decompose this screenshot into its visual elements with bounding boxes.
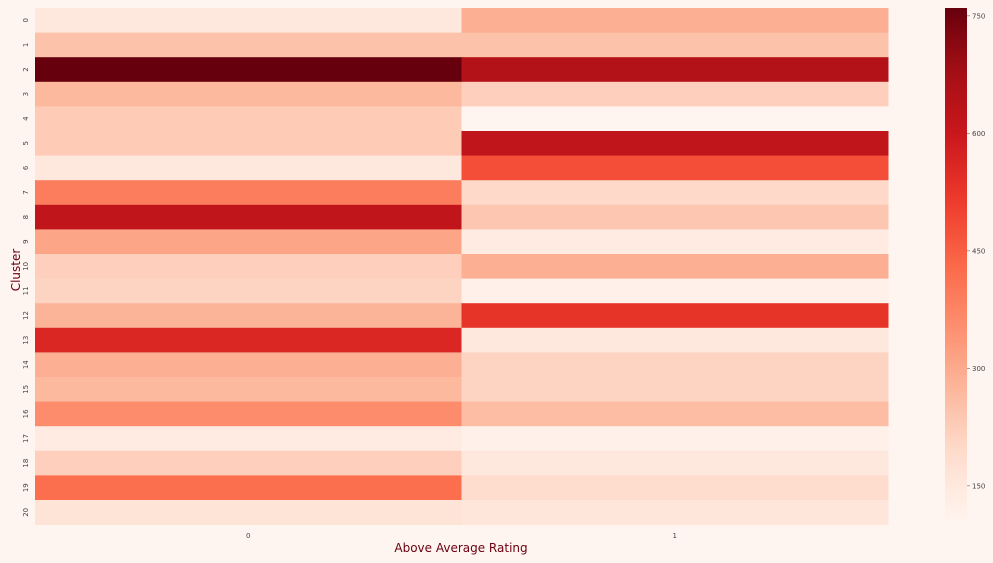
- heatmap-cell-12-0: [35, 303, 462, 329]
- heatmap-cell-6-1: [461, 155, 889, 181]
- heatmap-cell-19-1: [461, 475, 889, 501]
- heatmap-cell-14-1: [461, 352, 889, 378]
- heatmap-cell-11-0: [35, 278, 462, 304]
- heatmap-cell-6-0: [35, 155, 462, 181]
- colorbar: [945, 8, 967, 525]
- heatmap-cell-20-1: [461, 500, 889, 526]
- x-tick-label: 1: [673, 532, 677, 540]
- x-axis-label: Above Average Rating: [394, 541, 527, 555]
- heatmap-cell-1-0: [35, 32, 462, 58]
- y-tick-label: 3: [22, 92, 30, 96]
- y-axis-label: Cluster: [9, 249, 23, 292]
- heatmap-cell-11-1: [461, 278, 889, 304]
- heatmap-cell-13-0: [35, 327, 462, 353]
- heatmap-cell-8-1: [461, 204, 889, 230]
- heatmap-cell-14-0: [35, 352, 462, 378]
- colorbar-tick-label: 600: [972, 130, 985, 138]
- x-tick-label: 0: [246, 532, 250, 540]
- y-tick-label: 16: [22, 409, 30, 418]
- heatmap-cell-10-0: [35, 254, 462, 280]
- y-tick-label: 6: [22, 165, 30, 170]
- y-tick-label: 20: [22, 508, 30, 517]
- heatmap-cell-17-1: [461, 426, 889, 452]
- y-tick-label: 17: [22, 434, 30, 443]
- heatmap-cell-7-0: [35, 180, 462, 206]
- colorbar-tick-label: 750: [972, 12, 985, 20]
- heatmap-cell-4-0: [35, 106, 462, 132]
- y-tick-label: 19: [22, 483, 30, 492]
- y-tick-label: 4: [22, 116, 30, 121]
- heatmap-cell-18-1: [461, 450, 889, 476]
- heatmap-cell-15-0: [35, 377, 462, 403]
- heatmap-cell-8-0: [35, 204, 462, 230]
- heatmap-cell-7-1: [461, 180, 889, 206]
- y-tick-label: 14: [22, 360, 30, 369]
- heatmap-cell-2-1: [461, 57, 889, 83]
- y-tick-label: 0: [22, 18, 30, 22]
- y-tick-label: 15: [22, 385, 30, 394]
- heatmap-cell-2-0: [35, 57, 462, 83]
- heatmap-cell-0-1: [461, 8, 889, 34]
- heatmap-cell-5-1: [461, 131, 889, 157]
- heatmap-cell-20-0: [35, 500, 462, 526]
- y-tick-label: 12: [22, 311, 30, 320]
- heatmap-cell-15-1: [461, 377, 889, 403]
- y-tick-label: 11: [22, 286, 30, 295]
- y-tick-label: 2: [22, 67, 30, 71]
- colorbar-tick-label: 150: [972, 482, 985, 490]
- y-tick-label: 10: [22, 262, 30, 271]
- heatmap-cell-5-0: [35, 131, 462, 157]
- y-tick-label: 13: [22, 336, 30, 345]
- heatmap-cell-17-0: [35, 426, 462, 452]
- y-tick-label: 8: [22, 215, 30, 219]
- heatmap-cell-9-1: [461, 229, 889, 255]
- y-tick-label: 18: [22, 459, 30, 468]
- heatmap-cell-19-0: [35, 475, 462, 501]
- heatmap-cell-12-1: [461, 303, 889, 329]
- heatmap-cell-3-1: [461, 81, 889, 107]
- heatmap-cell-3-0: [35, 81, 462, 107]
- heatmap-cell-13-1: [461, 327, 889, 353]
- y-tick-label: 1: [22, 43, 30, 47]
- colorbar-tick-label: 450: [972, 247, 985, 255]
- heatmap-cell-16-0: [35, 401, 462, 427]
- heatmap-cell-1-1: [461, 32, 889, 58]
- colorbar-tick-label: 300: [972, 365, 985, 373]
- heatmap-cell-9-0: [35, 229, 462, 255]
- colorbar-ticks: 150 300 450 600 750: [967, 12, 985, 490]
- heatmap-cell-0-0: [35, 8, 462, 34]
- heatmap-cells: [35, 8, 889, 526]
- heatmap-cell-16-1: [461, 401, 889, 427]
- heatmap-cell-18-0: [35, 450, 462, 476]
- heatmap-cell-10-1: [461, 254, 889, 280]
- y-tick-label: 9: [22, 239, 30, 243]
- heatmap-cell-4-1: [461, 106, 889, 132]
- y-tick-label: 5: [22, 141, 30, 145]
- y-tick-label: 7: [22, 190, 30, 194]
